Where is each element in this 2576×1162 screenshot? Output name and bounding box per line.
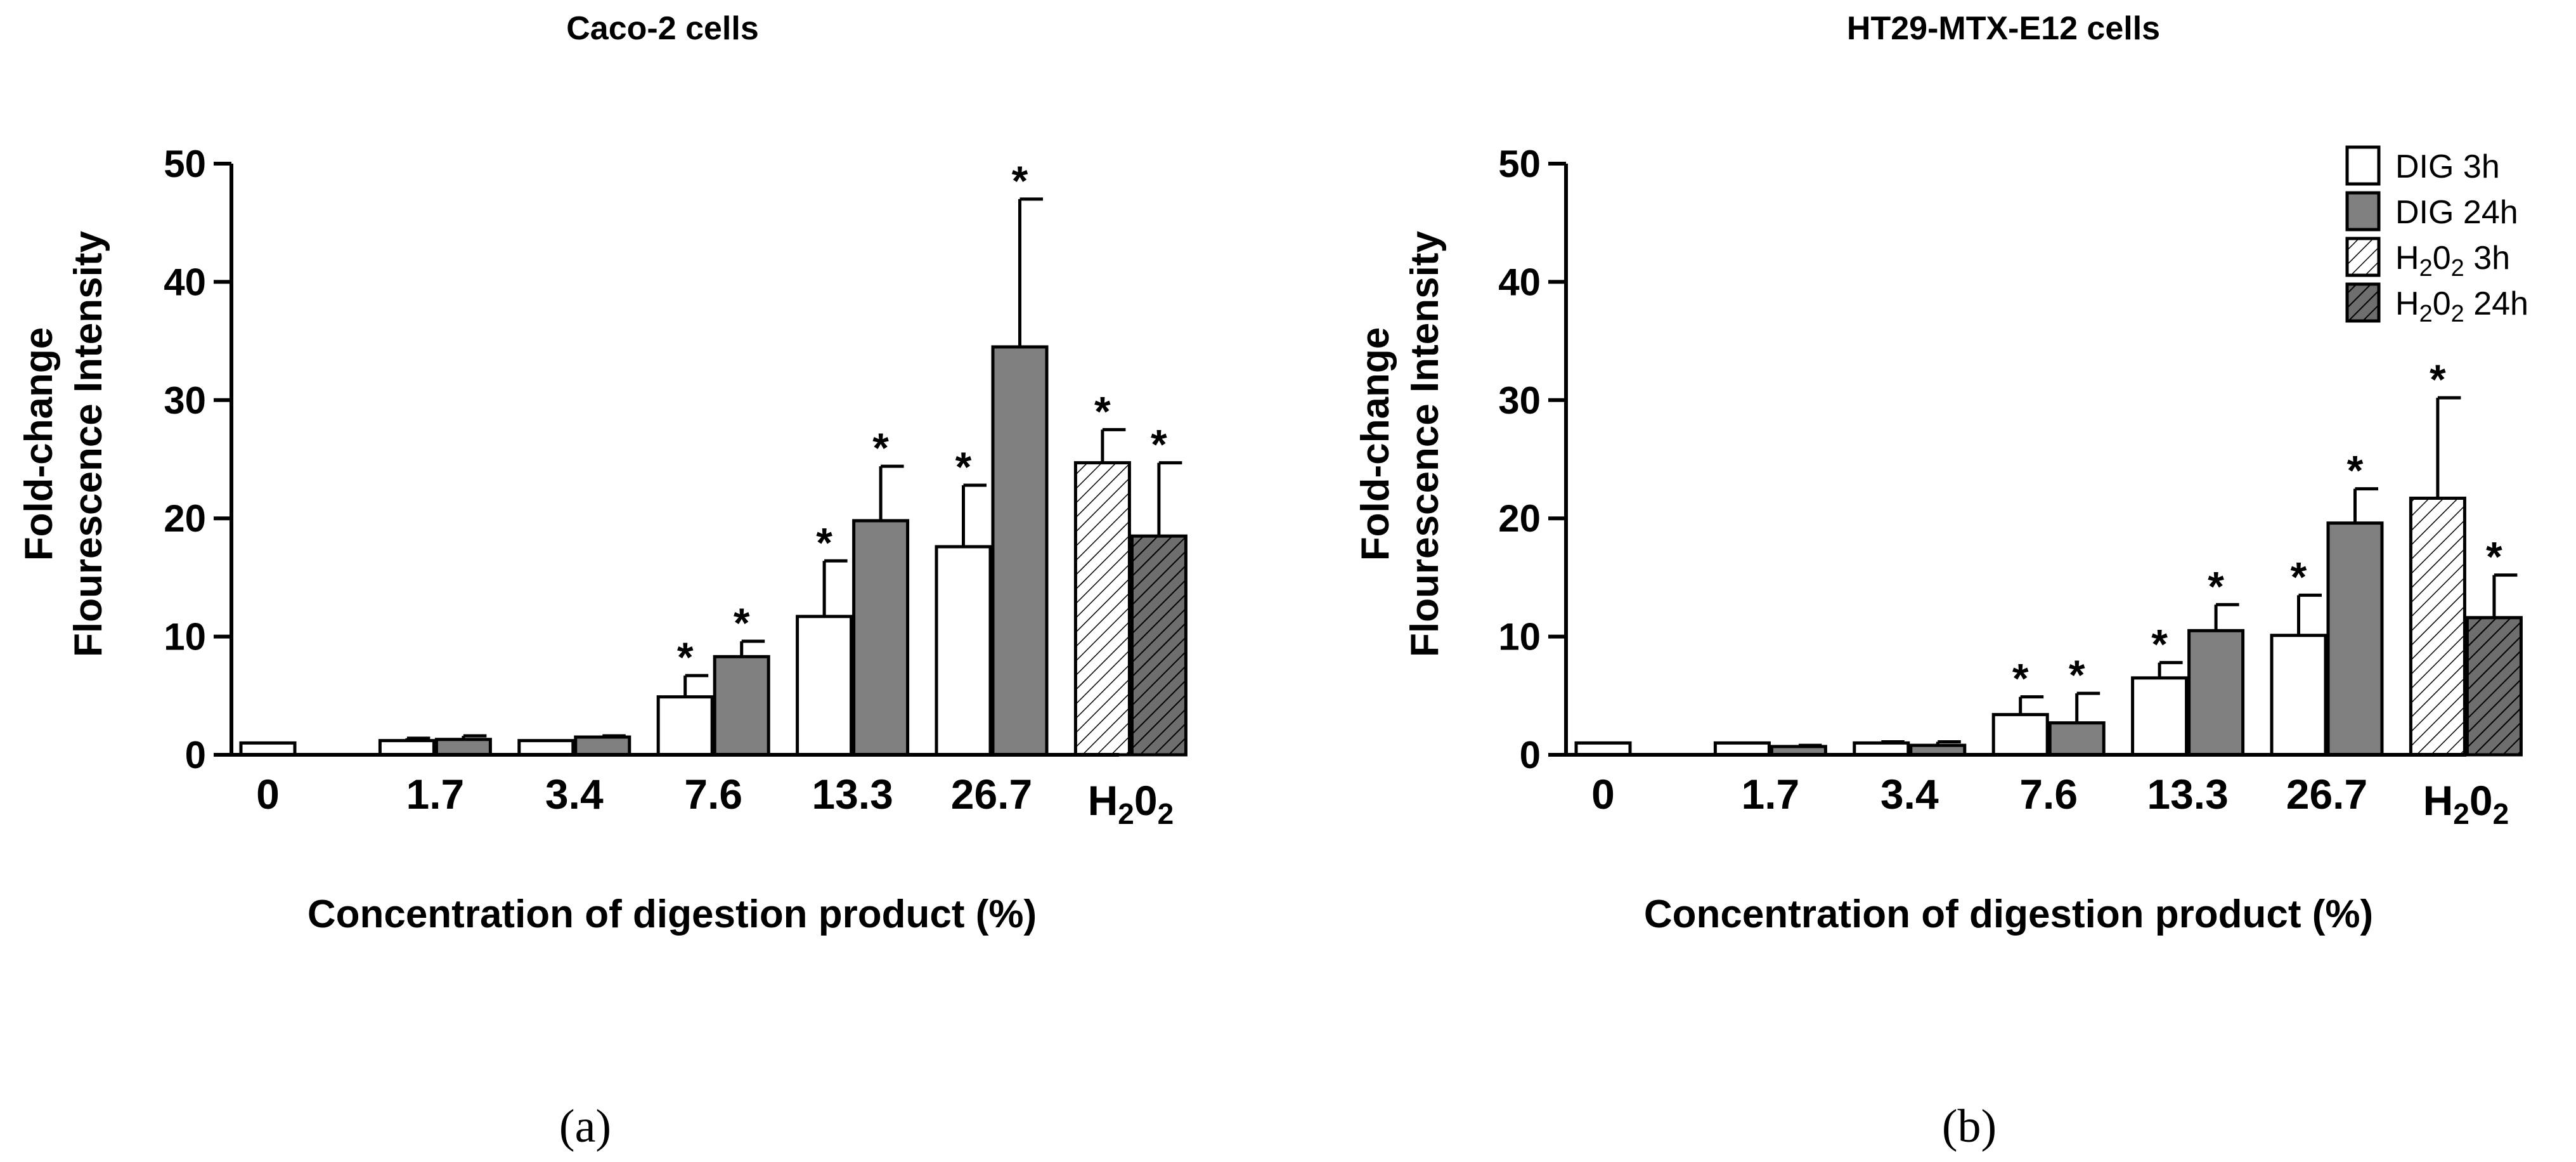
bar — [2187, 629, 2245, 757]
x-axis-title: Concentration of digestion product (%) — [307, 892, 1037, 936]
plot-area: 0 10 20 30 40 50 * * * * * * * * 0 1.7 3.4 7.6 13.3 26.7 H20… — [1498, 143, 2523, 830]
legend-swatch — [2345, 145, 2381, 186]
y-tick-label: 0 — [185, 734, 206, 776]
chart-title: Caco-2 cells — [566, 10, 759, 47]
significance-star: * — [677, 634, 694, 681]
bar — [1073, 461, 1131, 757]
significance-star: * — [2069, 651, 2085, 698]
significance-star: * — [2151, 621, 2168, 668]
x-category-label: H202 — [1088, 777, 1174, 830]
chart-panel-a: Caco-2 cells Fold-change Flourescence In… — [17, 10, 1188, 1152]
x-category-label: 1.7 — [406, 771, 465, 818]
legend-label: H202 24h — [2395, 285, 2528, 327]
y-tick-label: 40 — [164, 261, 206, 303]
significance-star: * — [734, 599, 750, 646]
bar — [796, 615, 853, 757]
chart-panel-b: HT29-MTX-E12 cells Fold-change Flouresce… — [1354, 10, 2523, 1152]
bar — [852, 519, 910, 757]
x-category-label: 0 — [256, 771, 280, 818]
legend-label: DIG 3h — [2395, 148, 2500, 185]
significance-star: * — [2486, 533, 2502, 580]
significance-star: * — [1151, 421, 1167, 468]
bar — [2270, 634, 2327, 757]
bar — [713, 655, 770, 757]
x-category-label: 3.4 — [545, 771, 604, 818]
plot-area: 0 10 20 30 40 50 * * * * * * * * 0 1.7 3.4 7.6 13.3 26.7 H20… — [164, 143, 1188, 830]
significance-star: * — [2291, 553, 2307, 600]
bar — [2409, 497, 2466, 757]
x-category-label: 13.3 — [812, 771, 893, 818]
legend-label: H202 3h — [2395, 240, 2510, 282]
bar — [1991, 713, 2049, 757]
y-tick-label: 30 — [1498, 379, 1541, 422]
x-category-label: H202 — [2423, 777, 2509, 830]
significance-star: * — [816, 519, 832, 566]
bar — [656, 695, 714, 757]
y-tick-label: 20 — [1498, 497, 1541, 540]
bar — [991, 345, 1049, 757]
y-tick-label: 10 — [164, 616, 206, 658]
y-axis-title-line1: Fold-change — [1354, 327, 1397, 561]
bar — [2131, 676, 2189, 757]
x-category-label: 3.4 — [1880, 771, 1939, 818]
significance-star: * — [2347, 447, 2364, 494]
y-axis-title-line2: Flourescence Intensity — [67, 231, 110, 657]
panel-label: (b) — [1942, 1100, 1997, 1152]
x-category-label: 1.7 — [1742, 771, 1800, 818]
y-axis-title-line2: Flourescence Intensity — [1403, 231, 1447, 657]
legend-swatch — [2345, 191, 2381, 232]
bar — [378, 739, 436, 757]
significance-star: * — [2012, 655, 2029, 702]
x-category-label: 13.3 — [2147, 771, 2228, 818]
y-tick-label: 50 — [164, 143, 206, 185]
bar — [517, 739, 575, 757]
significance-star: * — [1012, 157, 1028, 204]
y-tick-label: 20 — [164, 497, 206, 540]
bar — [434, 738, 492, 757]
chart-title: HT29-MTX-E12 cells — [1847, 10, 2160, 47]
x-axis-title: Concentration of digestion product (%) — [1644, 892, 2373, 936]
y-tick-label: 40 — [1498, 261, 1541, 303]
x-category-label: 26.7 — [951, 771, 1032, 818]
legend-swatch — [2345, 237, 2381, 277]
panel-label: (a) — [559, 1100, 611, 1152]
bar — [2326, 521, 2384, 757]
significance-star: * — [872, 424, 889, 471]
significance-star: * — [2430, 356, 2446, 403]
y-tick-label: 50 — [1498, 143, 1541, 185]
bar — [2048, 721, 2106, 757]
legend-label: DIG 24h — [2395, 194, 2518, 231]
bar — [574, 735, 631, 757]
y-axis-title-line1: Fold-change — [17, 327, 61, 561]
y-tick-label: 0 — [1520, 734, 1541, 776]
significance-star: * — [955, 443, 972, 490]
bar — [935, 545, 992, 757]
legend-swatch — [2345, 282, 2381, 323]
x-category-label: 0 — [1591, 771, 1615, 818]
significance-star: * — [2208, 563, 2224, 610]
y-tick-label: 10 — [1498, 616, 1541, 658]
significance-star: * — [1094, 388, 1111, 434]
bar — [1130, 534, 1188, 757]
x-category-label: 7.6 — [684, 771, 742, 818]
x-category-label: 7.6 — [2019, 771, 2078, 818]
x-category-label: 26.7 — [2286, 771, 2367, 818]
y-tick-label: 30 — [164, 379, 206, 422]
bar — [2465, 616, 2523, 757]
